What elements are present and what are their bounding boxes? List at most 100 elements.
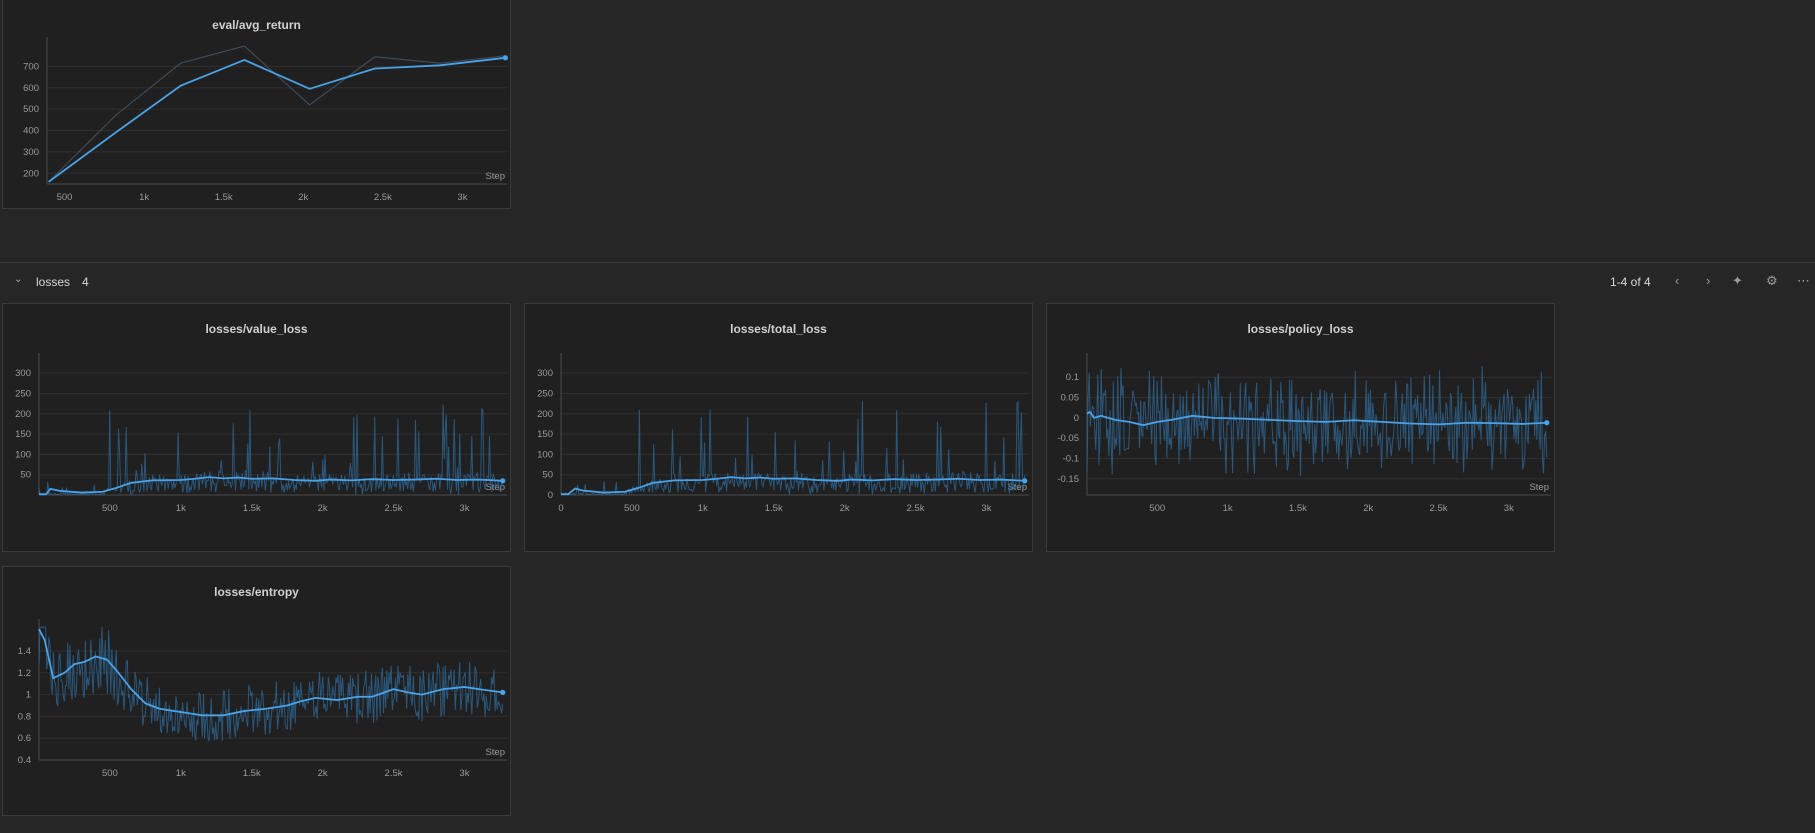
chart-title: losses/policy_loss — [1247, 322, 1354, 336]
x-tick-label: 1k — [698, 503, 708, 514]
section-count: 4 — [82, 275, 89, 289]
section-divider — [0, 262, 1815, 263]
y-tick-label: 100 — [15, 449, 31, 460]
y-tick-label: -0.15 — [1057, 474, 1079, 485]
x-tick-label: 1.5k — [243, 503, 261, 514]
chart-panel-value-loss[interactable]: losses/value_loss 50 100 150 200 250 300 500 1k… — [2, 303, 511, 552]
chart-panel-total-loss[interactable]: losses/total_loss 0 50 100 150 200 250 300 0 500… — [524, 303, 1033, 552]
y-tick-label: 100 — [537, 449, 553, 460]
chart-title: losses/entropy — [214, 585, 299, 599]
series-line-raw — [48, 45, 506, 183]
x-tick-label: 500 — [624, 503, 640, 514]
y-tick-label: 200 — [537, 409, 553, 420]
x-tick-label: 500 — [102, 768, 118, 779]
y-tick-label: 1 — [26, 690, 31, 701]
chart-panel-eval-avg-return[interactable]: eval/avg_return 200 300 400 500 600 700 500 1k 1… — [2, 0, 511, 209]
y-tick-label: 0.4 — [18, 755, 31, 766]
x-axis-label: Step — [1529, 482, 1549, 493]
x-axis-label: Step — [485, 747, 505, 758]
sparkle-icon[interactable]: ✦ — [1732, 273, 1743, 288]
x-tick-label: 2k — [1363, 503, 1373, 514]
series-line-raw — [560, 400, 1026, 496]
x-tick-label: 2.5k — [385, 503, 403, 514]
chart-svg-total-loss: 0 50 100 150 200 250 300 0 500 1k 1.5k 2k 2.5k 3k Step — [537, 353, 1029, 514]
x-tick-label: 1k — [1223, 503, 1233, 514]
x-tick-label: 3k — [457, 192, 467, 203]
section-header-losses: ⌄ losses 4 1-4 of 4 ‹ › ✦ ⚙ ⋯ — [0, 272, 1815, 296]
x-tick-label: 1.5k — [1289, 503, 1307, 514]
chart-svg-eval: 200 300 400 500 600 700 500 1k 1.5k 2k 2.5k 3k Step — [23, 37, 509, 203]
y-tick-label: 150 — [537, 429, 553, 440]
series-line-smoothed — [48, 56, 506, 183]
x-axis-label: Step — [485, 171, 505, 182]
chevron-down-icon[interactable]: ⌄ — [14, 274, 23, 285]
series-end-point — [1544, 420, 1550, 426]
y-tick-label: 250 — [15, 388, 31, 399]
series-line-smoothed — [1086, 410, 1547, 427]
series-end-point — [500, 478, 506, 484]
x-tick-label: 500 — [57, 192, 73, 203]
chart-svg-value-loss: 50 100 150 200 250 300 500 1k 1.5k 2k 2.5k 3k Step — [15, 353, 507, 514]
x-tick-label: 500 — [1149, 503, 1165, 514]
y-tick-label: 0.05 — [1061, 393, 1080, 404]
x-tick-label: 3k — [459, 768, 469, 779]
x-tick-label: 1.5k — [215, 192, 233, 203]
y-tick-label: 50 — [542, 470, 553, 481]
pagination-label: 1-4 of 4 — [1610, 275, 1651, 289]
y-tick-label: 500 — [23, 104, 39, 115]
chart-panel-entropy[interactable]: losses/entropy 0.4 0.6 0.8 1 1.2 1.4 500 1k 1.5k… — [2, 566, 511, 816]
y-tick-label: 300 — [15, 368, 31, 379]
x-tick-label: 2.5k — [907, 503, 925, 514]
y-tick-label: 600 — [23, 83, 39, 94]
y-tick-label: -0.05 — [1057, 433, 1079, 444]
y-tick-label: 0.6 — [18, 733, 31, 744]
chart-svg-entropy: 0.4 0.6 0.8 1 1.2 1.4 500 1k 1.5k 2k 2.5k 3k Step — [18, 619, 507, 779]
y-tick-label: 0.1 — [1066, 372, 1079, 383]
chart-title: eval/avg_return — [212, 18, 301, 32]
series-end-point — [502, 55, 509, 61]
section-name[interactable]: losses — [36, 275, 71, 289]
series-line-smoothed — [561, 476, 1025, 496]
y-tick-label: 200 — [15, 409, 31, 420]
y-tick-label: 300 — [23, 147, 39, 158]
x-axis-label: Step — [485, 482, 505, 493]
x-tick-label: 500 — [102, 503, 118, 514]
series-line-smoothed — [39, 476, 503, 496]
series-line-raw — [38, 626, 504, 742]
y-tick-label: 50 — [20, 470, 31, 481]
x-tick-label: 2k — [298, 192, 308, 203]
chevron-right-icon[interactable]: › — [1706, 273, 1711, 288]
y-tick-label: 0 — [1074, 413, 1079, 424]
x-tick-label: 2.5k — [1430, 503, 1448, 514]
x-tick-label: 3k — [459, 503, 469, 514]
y-tick-label: 300 — [537, 368, 553, 379]
x-tick-label: 0 — [558, 503, 563, 514]
y-tick-label: 250 — [537, 388, 553, 399]
x-tick-label: 3k — [1504, 503, 1514, 514]
y-tick-label: 400 — [23, 126, 39, 137]
gear-icon[interactable]: ⚙ — [1766, 273, 1778, 288]
x-tick-label: 1.5k — [243, 768, 261, 779]
series-line-raw — [1086, 366, 1548, 477]
x-tick-label: 3k — [981, 503, 991, 514]
chart-panel-policy-loss[interactable]: losses/policy_loss -0.15 -0.1 -0.05 0 0.05 0.… — [1046, 303, 1555, 552]
series-end-point — [1022, 478, 1028, 484]
y-tick-label: -0.1 — [1063, 453, 1079, 464]
x-tick-label: 2k — [318, 503, 328, 514]
x-tick-label: 1.5k — [765, 503, 783, 514]
more-icon[interactable]: ⋯ — [1797, 273, 1810, 288]
y-tick-label: 1.2 — [18, 668, 31, 679]
series-line-smoothed — [38, 628, 503, 717]
y-tick-label: 1.4 — [18, 646, 31, 657]
y-tick-label: 150 — [15, 429, 31, 440]
y-tick-label: 200 — [23, 168, 39, 179]
x-tick-label: 1k — [176, 768, 186, 779]
chart-title: losses/total_loss — [730, 322, 827, 336]
y-tick-label: 0.8 — [18, 711, 31, 722]
x-tick-label: 2.5k — [374, 192, 392, 203]
series-end-point — [500, 689, 506, 696]
x-tick-label: 1k — [176, 503, 186, 514]
series-line-raw — [38, 404, 504, 496]
x-tick-label: 1k — [139, 192, 149, 203]
chevron-left-icon[interactable]: ‹ — [1675, 273, 1680, 288]
